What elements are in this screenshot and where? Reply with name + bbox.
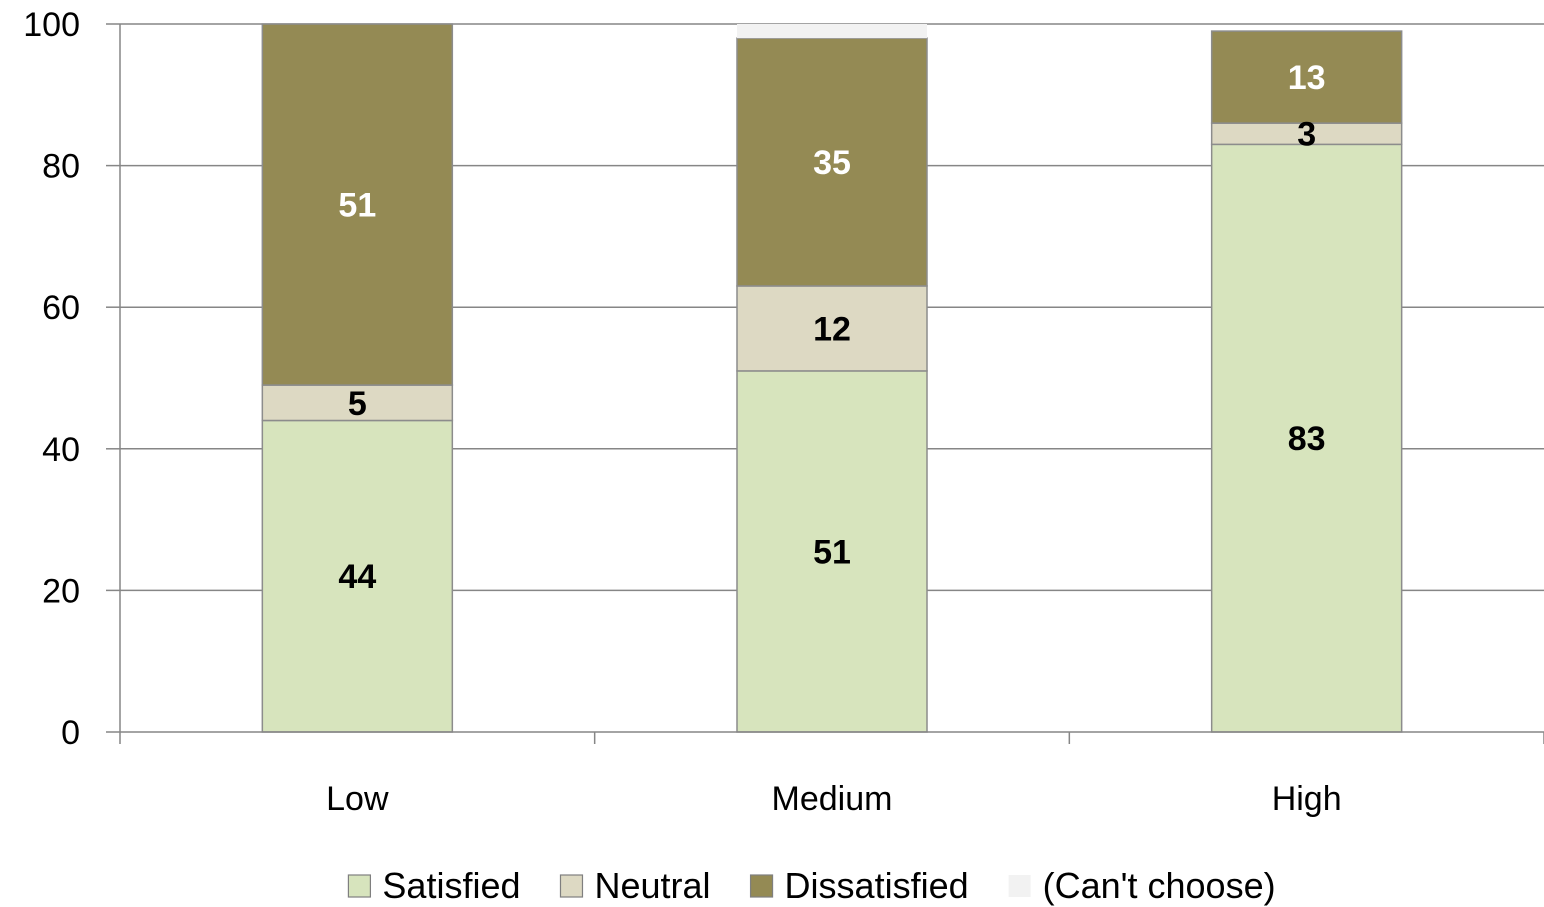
legend-label-neutral: Neutral xyxy=(594,865,710,906)
axes: 0 20 40 60 80 100 Low Medium High xyxy=(23,6,1544,818)
legend-item-dissatisfied: Dissatisfied xyxy=(749,865,969,906)
bar-high-satisfied xyxy=(1210,143,1403,733)
data-label-medium-neutral: 12 xyxy=(813,310,851,348)
legend: Satisfied Neutral Dissatisfied (Can't choos… xyxy=(347,865,1276,906)
legend-label-dissatisfied: Dissatisfied xyxy=(785,865,969,906)
legend-swatch-can-t-choose xyxy=(1008,875,1031,897)
legend-swatch-neutral xyxy=(559,874,584,898)
data-label-low-dissatisfied: 51 xyxy=(338,187,376,225)
y-tick-label-60: 60 xyxy=(42,289,80,327)
legend-item-can-t-choose: (Can't choose) xyxy=(1008,865,1276,906)
bar-high-dissatisfied xyxy=(1210,30,1403,124)
bar-low-neutral xyxy=(261,384,454,422)
legend-label-can-t-choose: (Can't choose) xyxy=(1043,865,1276,906)
bar-low-dissatisfied xyxy=(261,23,454,386)
y-tick-label-80: 80 xyxy=(42,148,80,186)
data-label-medium-satisfied: 51 xyxy=(813,533,851,571)
bar-low-satisfied xyxy=(261,419,454,733)
data-label-high-satisfied: 83 xyxy=(1288,420,1326,458)
legend-swatch-satisfied xyxy=(347,874,372,898)
legend-item-satisfied: Satisfied xyxy=(347,865,520,906)
legend-item-neutral: Neutral xyxy=(559,865,711,906)
legend-label-satisfied: Satisfied xyxy=(382,865,520,906)
bar-stacks xyxy=(261,23,1403,733)
data-labels: 44 5 51 51 12 35 83 3 13 xyxy=(338,59,1325,596)
x-tick-label-high: High xyxy=(1272,780,1342,818)
data-label-high-neutral: 3 xyxy=(1297,116,1316,154)
y-tick-label-20: 20 xyxy=(42,572,80,610)
x-tick-label-low: Low xyxy=(326,780,389,818)
data-label-high-dissatisfied: 13 xyxy=(1288,59,1326,97)
data-label-medium-dissatisfied: 35 xyxy=(813,144,851,182)
data-label-low-neutral: 5 xyxy=(348,385,367,423)
y-tick-label-40: 40 xyxy=(42,431,80,469)
legend-swatch-dissatisfied xyxy=(749,874,774,898)
x-tick-label-medium: Medium xyxy=(772,780,893,818)
y-tick-label-0: 0 xyxy=(61,714,80,752)
y-tick-label-100: 100 xyxy=(23,6,80,44)
bar-medium-can-t-choose xyxy=(737,24,927,39)
data-label-low-satisfied: 44 xyxy=(338,558,376,596)
